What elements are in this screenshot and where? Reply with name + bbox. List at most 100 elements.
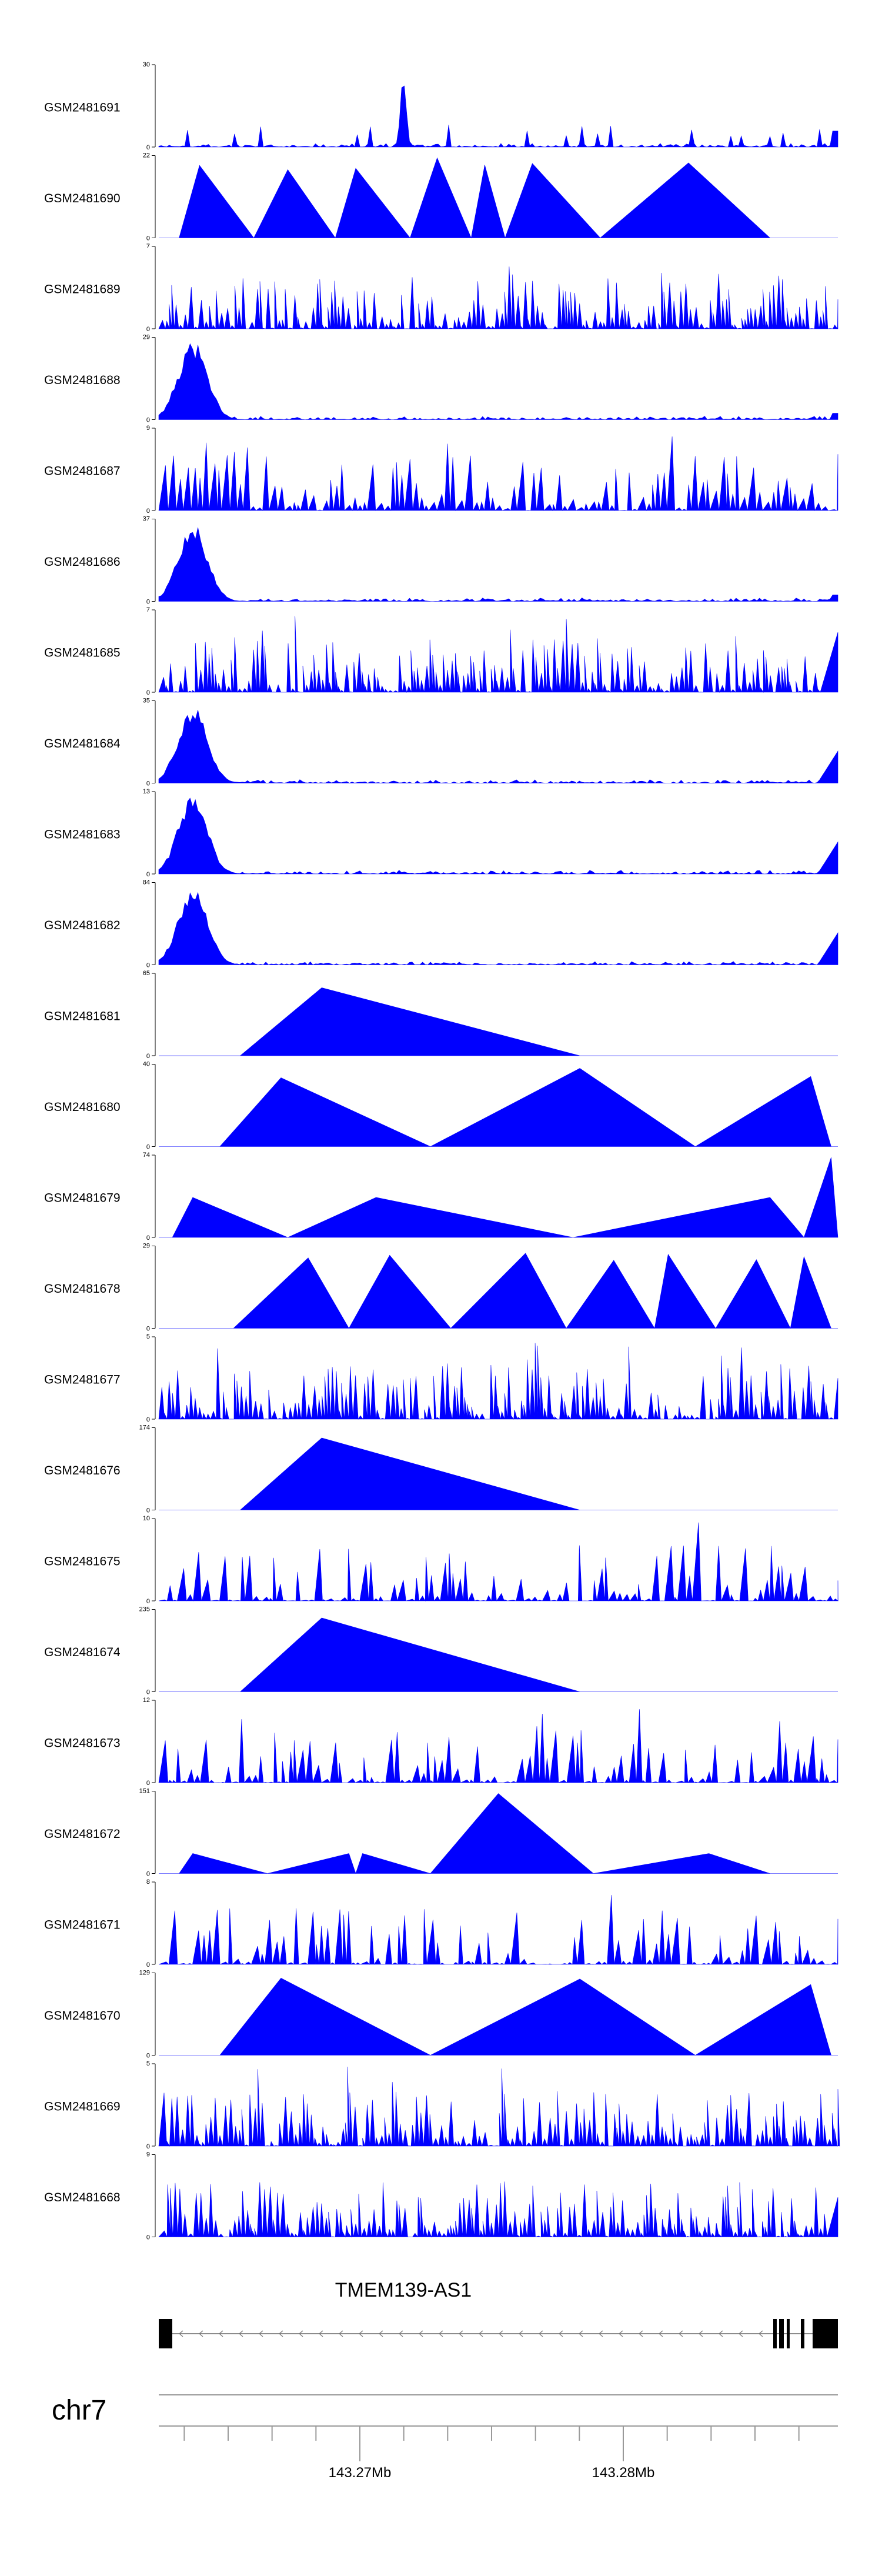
track-label: GSM2481681 [44,1010,121,1023]
y-max-label: 37 [143,516,150,523]
strand-arrow [599,2330,603,2337]
track-label: GSM2481680 [44,1100,121,1114]
y-max-label: 35 [143,698,150,705]
y-min-label: 0 [146,1144,150,1151]
y-min-label: 0 [146,599,150,606]
strand-arrow [219,2330,223,2337]
track-GSM2481682: GSM2481682 84 0 [44,879,838,969]
y-min-label: 0 [146,1689,150,1696]
track-label: GSM2481688 [44,373,121,387]
y-min-label: 0 [146,1326,150,1333]
y-max-label: 9 [146,425,150,432]
track-GSM2481687: GSM2481687 9 0 [44,425,838,515]
coverage-area [158,85,838,148]
track-label: GSM2481676 [44,1464,121,1477]
track-label: GSM2481689 [44,283,121,296]
track-GSM2481686: GSM2481686 37 0 [44,516,838,606]
track-label: GSM2481671 [44,1918,121,1932]
y-min-label: 0 [146,1234,150,1242]
y-min-label: 0 [146,2053,150,2060]
y-max-label: 8 [146,1878,150,1886]
axis-tick-label: 143.28Mb [592,2465,655,2481]
track-GSM2481683: GSM2481683 13 0 [44,788,838,878]
coverage-tracks: GSM2481691300GSM2481690220GSM248168970GS… [44,61,840,2241]
y-min-label: 0 [146,1598,150,1605]
track-GSM2481672: GSM2481672 151 0 [44,1788,838,1878]
track-label: GSM2481669 [44,2100,121,2114]
strand-arrow [499,2330,503,2337]
gene-exon [801,2319,804,2348]
track-GSM2481670: GSM2481670 129 0 [44,1970,838,2060]
track-label: GSM2481670 [44,2009,121,2023]
strand-arrow [239,2330,243,2337]
strand-arrow [739,2330,743,2337]
coverage-area [159,1437,838,1510]
coverage-area [159,1617,838,1692]
coverage-area [158,1895,838,1965]
coverage-area [158,436,838,512]
coverage-area [159,1793,838,1874]
coverage-area [159,1253,838,1329]
y-min-label: 0 [146,2234,150,2241]
coverage-area [158,2067,840,2147]
y-min-label: 0 [146,235,150,242]
strand-arrow [199,2330,203,2337]
gene-exon [813,2319,838,2348]
y-max-label: 7 [146,243,150,250]
y-min-label: 0 [146,1961,150,1968]
strand-arrow [759,2330,763,2337]
y-max-label: 74 [143,1152,150,1159]
strand-arrow [699,2330,703,2337]
track-label: GSM2481675 [44,1555,121,1569]
axis-tick-label: 143.27Mb [329,2465,392,2481]
track-label: GSM2481684 [44,737,121,750]
y-max-label: 65 [143,970,150,977]
track-label: GSM2481683 [44,828,121,842]
coverage-area [158,343,838,420]
track-label: GSM2481691 [44,101,121,115]
track-GSM2481673: GSM2481673 12 0 [44,1697,838,1787]
track-GSM2481684: GSM2481684 35 0 [44,698,838,788]
track-GSM2481678: GSM2481678 29 0 [44,1243,838,1333]
strand-arrow [719,2330,723,2337]
track-GSM2481676: GSM2481676 174 0 [44,1424,838,1514]
coverage-area [158,1343,838,1420]
strand-arrow [679,2330,683,2337]
y-max-label: 22 [143,152,150,159]
y-min-label: 0 [146,689,150,696]
track-GSM2481688: GSM2481688 29 0 [44,334,838,424]
y-max-label: 151 [139,1788,150,1795]
gene-track: TMEM139-AS1 [159,2279,838,2348]
y-min-label: 0 [146,1416,150,1423]
track-label: GSM2481677 [44,1373,121,1387]
y-min-label: 0 [146,962,150,969]
strand-arrow [439,2330,443,2337]
track-GSM2481671: GSM2481671 8 0 [44,1878,838,1968]
gene-exon [787,2319,790,2348]
coverage-area [158,266,838,330]
track-label: GSM2481687 [44,465,121,478]
coverage-area [159,1978,838,2056]
track-GSM2481669: GSM2481669 5 0 [44,2060,840,2150]
coverage-area [159,157,838,239]
gene-name: TMEM139-AS1 [335,2279,472,2301]
y-max-label: 13 [143,788,150,795]
y-min-label: 0 [146,508,150,515]
strand-arrow [259,2330,263,2337]
strand-arrow [639,2330,643,2337]
coverage-area [158,527,838,602]
strand-arrow [399,2330,403,2337]
y-max-label: 12 [143,1697,150,1704]
strand-arrow [379,2330,383,2337]
y-max-label: 29 [143,334,150,341]
coverage-area [159,1068,838,1147]
track-GSM2481690: GSM2481690 22 0 [44,152,838,242]
strand-arrow [179,2330,183,2337]
y-min-label: 0 [146,871,150,878]
y-max-label: 29 [143,1243,150,1250]
strand-arrow [459,2330,463,2337]
track-label: GSM2481682 [44,919,121,932]
y-min-label: 0 [146,417,150,424]
coverage-area [158,2181,838,2238]
